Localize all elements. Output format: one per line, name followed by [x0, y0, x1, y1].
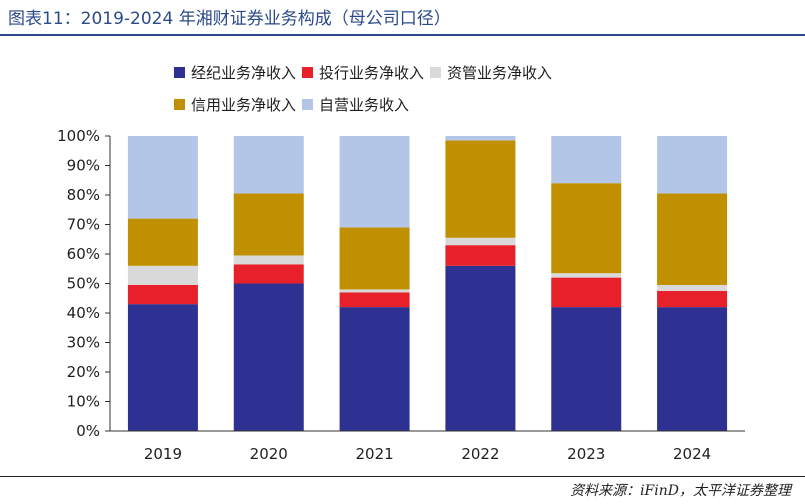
bar-segment [551, 136, 622, 184]
bar-segment [445, 265, 516, 431]
legend-label-ib: 投行业务净收入 [319, 63, 425, 82]
legend-label-brokerage: 经纪业务净收入 [191, 63, 297, 82]
bar-segment [127, 265, 198, 285]
bar-segment [551, 273, 622, 278]
bar-segment [551, 307, 622, 431]
bar-segment [127, 304, 198, 431]
legend-row: 经纪业务净收入 投行业务净收入 资管业务净收入 [174, 56, 694, 88]
legend-item-brokerage: 经纪业务净收入 [174, 62, 296, 83]
bar-segment [657, 307, 728, 431]
bar-segment [445, 136, 516, 141]
legend-label-credit: 信用业务净收入 [191, 95, 297, 114]
x-tick-label: 2021 [355, 445, 393, 463]
x-tick-label: 2019 [144, 445, 182, 463]
y-tick-label: 10% [67, 393, 100, 411]
title-divider [0, 34, 805, 36]
legend-item-ib: 投行业务净收入 [302, 62, 424, 83]
footer-divider [0, 476, 805, 477]
bar-segment [445, 245, 516, 266]
legend-label-prop: 自营业务收入 [319, 95, 410, 114]
bar-segment [233, 193, 304, 256]
bar-segment [657, 284, 728, 291]
bar-segment [127, 284, 198, 305]
bar-segment [233, 283, 304, 431]
bar-segment [339, 289, 410, 293]
y-tick-label: 60% [67, 245, 100, 263]
legend-row: 信用业务净收入 自营业务收入 [174, 88, 694, 120]
bar-segment [233, 255, 304, 265]
bar-segment [233, 136, 304, 194]
legend-swatch-credit [174, 98, 185, 110]
y-tick-label: 20% [67, 363, 100, 381]
legend-swatch-brokerage [174, 66, 185, 78]
y-tick-label: 30% [67, 334, 100, 352]
bar-segment [551, 183, 622, 274]
source-note: 资料来源：iFinD，太平洋证券整理 [570, 483, 791, 499]
bar-segment [657, 193, 728, 285]
x-tick-label: 2020 [250, 445, 288, 463]
y-tick-label: 40% [67, 304, 100, 322]
legend-label-am: 资管业务净收入 [447, 63, 553, 82]
x-tick-label: 2024 [673, 445, 711, 463]
y-tick-label: 0% [76, 422, 100, 440]
x-tick-label: 2023 [567, 445, 605, 463]
bar-segment [657, 136, 728, 194]
bar-segment [127, 218, 198, 266]
figure-title: 图表11：2019-2024 年湘财证券业务构成（母公司口径） [8, 9, 451, 29]
legend-swatch-ib [302, 66, 314, 78]
bar-segment [445, 237, 516, 246]
legend-swatch-prop [302, 98, 314, 110]
bar-segment [233, 264, 304, 284]
bar-segment [127, 136, 198, 219]
bar-segment [339, 307, 410, 431]
legend-item-prop: 自营业务收入 [302, 94, 409, 115]
legend-item-am: 资管业务净收入 [430, 62, 552, 83]
bar-segment [339, 292, 410, 308]
x-tick-label: 2022 [461, 445, 499, 463]
y-tick-label: 80% [67, 186, 100, 204]
y-tick-label: 90% [67, 157, 100, 175]
y-tick-label: 100% [57, 127, 100, 145]
bar-segment [551, 277, 622, 308]
legend-item-credit: 信用业务净收入 [174, 94, 296, 115]
chart-legend: 经纪业务净收入 投行业务净收入 资管业务净收入 信用业务净收入 自营业务收入 [174, 56, 694, 120]
legend-swatch-am [430, 66, 442, 78]
bar-segment [445, 140, 516, 238]
bar-segment [339, 136, 410, 228]
y-tick-label: 70% [67, 216, 100, 234]
bar-segment [339, 227, 410, 290]
bar-segment [657, 290, 728, 308]
y-tick-label: 50% [67, 275, 100, 293]
